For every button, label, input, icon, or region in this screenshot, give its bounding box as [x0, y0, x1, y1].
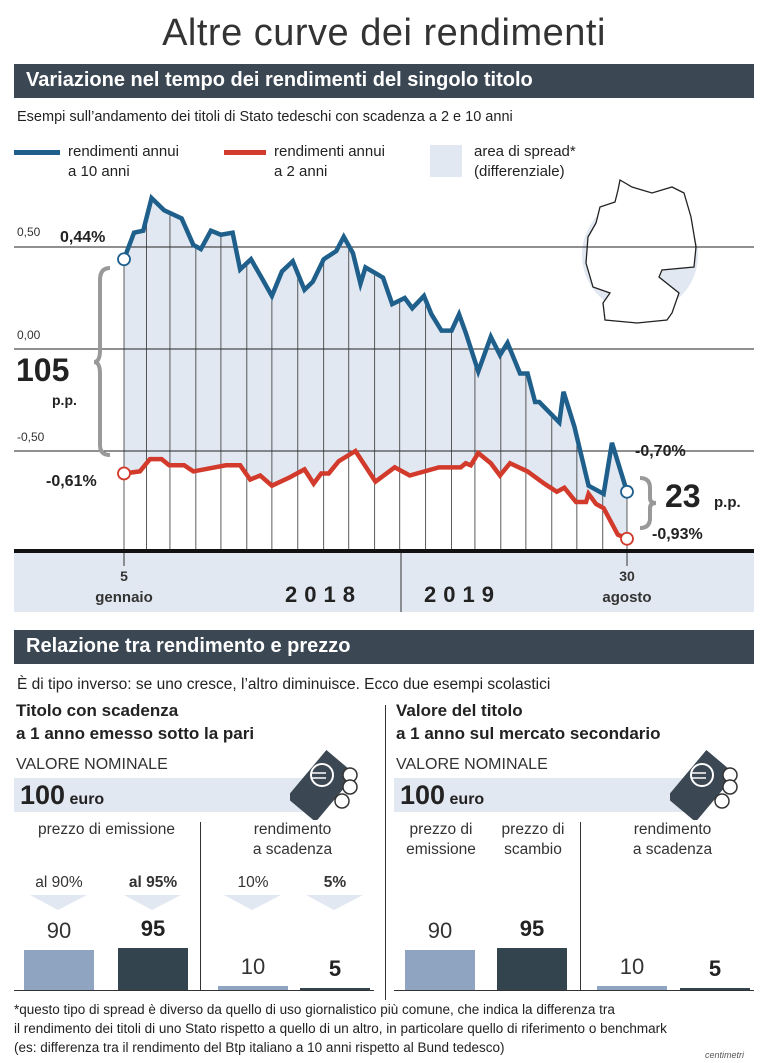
x-axis-baseline	[14, 549, 754, 553]
right-bar-label-95: 95	[519, 916, 545, 942]
legend-label-10y: rendimenti annui a 10 anni	[68, 143, 179, 180]
left-nominal-band	[14, 778, 320, 812]
y-tick-neg050: -0,50	[17, 430, 45, 444]
spread-end-unit: p.p.	[714, 494, 741, 511]
x-label-end-day: 30	[619, 568, 635, 584]
spread-area	[124, 198, 627, 539]
left-title: Titolo con scadenza a 1 anno emesso sotto…	[16, 701, 255, 743]
left-bar-90	[24, 950, 94, 990]
page-title: Altre curve dei rendimenti	[162, 12, 606, 54]
legend-label-spread: area di spread* (differenziale)	[474, 143, 576, 180]
series-line-10y	[121, 193, 630, 498]
legend-swatch-2y	[224, 150, 266, 155]
label-10y-end: -0,70%	[635, 443, 686, 460]
right-title: Valore del titolo a 1 anno sul mercato se…	[396, 701, 661, 743]
centimetri-logo: centimetri	[705, 1050, 745, 1060]
left-chevrons	[30, 895, 363, 910]
left-bar-label-90: 90	[46, 918, 72, 944]
chevron-down-icon	[224, 895, 281, 910]
tag-90: al 90%	[35, 874, 83, 891]
x-label-start-day: 5	[120, 568, 128, 584]
end-marker-10y	[620, 484, 634, 499]
left-bars-baseline	[14, 990, 374, 991]
right-col1-label: prezzo di emissione	[406, 821, 476, 858]
tag-5: 5%	[323, 874, 347, 891]
right-col2-label: prezzo di scambio	[501, 821, 565, 858]
footnote: *questo tipo di spread è diverso da quel…	[14, 1002, 667, 1055]
left-group1-label: prezzo di emissione	[38, 821, 175, 838]
right-bar-label-10: 10	[619, 953, 645, 979]
column-divider	[385, 705, 386, 1000]
y-tick-050: 0,50	[17, 225, 41, 239]
banknote-coins-icon	[670, 750, 738, 820]
chevron-down-icon	[306, 895, 363, 910]
right-nominal-value: 100 euro	[400, 780, 485, 810]
x-axis-band	[14, 553, 754, 612]
legend-swatch-spread	[430, 145, 462, 177]
x-label-2018: 2018	[285, 582, 362, 607]
right-bar-10	[597, 985, 667, 990]
left-bar-5	[300, 987, 370, 990]
label-10y-start: 0,44%	[60, 229, 106, 246]
series-line-2y	[123, 447, 628, 541]
right-bar-5	[680, 987, 750, 990]
section-header-relation: Relazione tra rendimento e prezzo	[14, 630, 754, 664]
legend-swatch-10y	[14, 150, 60, 155]
left-bar-10	[218, 985, 288, 990]
label-2y-start: -0,61%	[46, 473, 97, 490]
germany-map-icon	[582, 178, 698, 324]
right-group2-label: rendimento a scadenza	[632, 821, 713, 858]
left-bar-label-95: 95	[140, 916, 166, 942]
chevron-down-icon	[30, 895, 87, 910]
right-nominal-label: VALORE NOMINALE	[396, 756, 548, 773]
left-bar-label-5: 5	[328, 955, 342, 981]
chart-subtitle: Esempi sull’andamento dei titoli di Stat…	[17, 109, 513, 125]
x-label-start-month: gennaio	[95, 589, 153, 606]
spread-end-value: 23	[665, 478, 701, 514]
spread-start-value: 105	[16, 352, 70, 388]
spread-brace-start	[93, 266, 111, 457]
chevron-down-icon	[124, 895, 181, 910]
spread-brace-end	[639, 476, 657, 530]
section2-intro: È di tipo inverso: se uno cresce, l’altr…	[17, 676, 551, 693]
left-nominal-label: VALORE NOMINALE	[16, 756, 168, 773]
tag-10: 10%	[237, 874, 269, 891]
right-nominal-band	[394, 778, 700, 812]
spread-start-unit: p.p.	[52, 392, 77, 408]
yield-chart	[14, 178, 754, 612]
legend-label-2y: rendimenti annui a 2 anni	[274, 143, 385, 180]
left-nominal-value: 100 euro	[20, 780, 105, 810]
left-bar-label-10: 10	[240, 953, 266, 979]
right-bar-label-90: 90	[427, 918, 453, 944]
left-group2-label: rendimento a scadenza	[252, 821, 333, 858]
left-bar-95	[118, 948, 188, 990]
label-2y-end: -0,93%	[652, 526, 703, 543]
section-header-variation: Variazione nel tempo dei rendimenti del …	[14, 64, 754, 98]
x-label-2019: 2019	[424, 582, 501, 607]
right-bar-95	[497, 948, 567, 990]
right-bar-90	[405, 950, 475, 990]
start-marker-10y	[117, 252, 131, 267]
left-group-divider	[200, 822, 201, 990]
x-label-end-month: agosto	[602, 589, 652, 606]
end-marker-2y	[620, 531, 634, 546]
start-marker-2y	[117, 466, 131, 481]
right-bar-label-5: 5	[708, 955, 722, 981]
y-tick-000: 0,00	[17, 328, 41, 342]
tag-95: al 95%	[128, 874, 178, 891]
banknote-coins-icon	[290, 750, 358, 820]
right-group-divider	[580, 822, 581, 990]
right-bars-baseline	[394, 990, 754, 991]
